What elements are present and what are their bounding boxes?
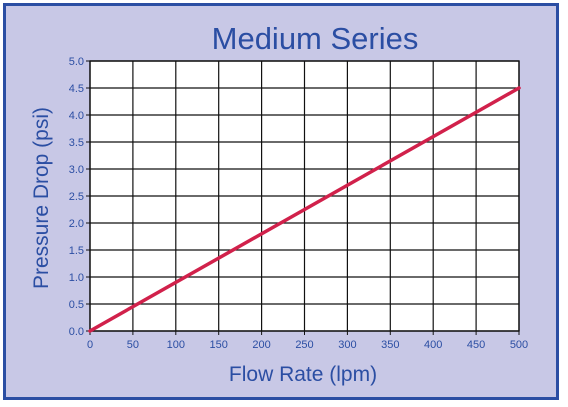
x-tick-label: 50 <box>127 339 139 351</box>
x-tick-label: 450 <box>467 339 485 351</box>
x-tick-label: 350 <box>381 339 399 351</box>
chart-title: Medium Series <box>212 21 419 56</box>
y-tick-label: 1.0 <box>69 272 84 284</box>
x-tick-label: 100 <box>167 339 185 351</box>
y-tick-label: 4.5 <box>69 83 84 95</box>
x-tick-label: 0 <box>87 339 93 351</box>
x-tick-label: 300 <box>338 339 356 351</box>
y-tick-label: 2.0 <box>69 218 84 230</box>
y-tick-label: 4.0 <box>69 110 84 122</box>
y-tick-label: 0.0 <box>69 326 84 338</box>
y-axis-label: Pressure Drop (psi) <box>30 107 53 289</box>
x-tick-label: 400 <box>424 339 442 351</box>
y-tick-label: 5.0 <box>69 56 84 68</box>
x-tick-label: 250 <box>295 339 313 351</box>
y-tick-label: 1.5 <box>69 245 84 257</box>
y-tick-label: 3.0 <box>69 164 84 176</box>
x-axis-label: Flow Rate (lpm) <box>229 363 377 386</box>
series-line <box>88 86 521 333</box>
x-tick-label: 150 <box>210 339 228 351</box>
y-tick-label: 0.5 <box>69 299 84 311</box>
y-tick-label: 3.5 <box>69 137 84 149</box>
x-tick-label: 500 <box>510 339 528 351</box>
x-tick-label: 200 <box>252 339 270 351</box>
y-tick-label: 2.5 <box>69 191 84 203</box>
